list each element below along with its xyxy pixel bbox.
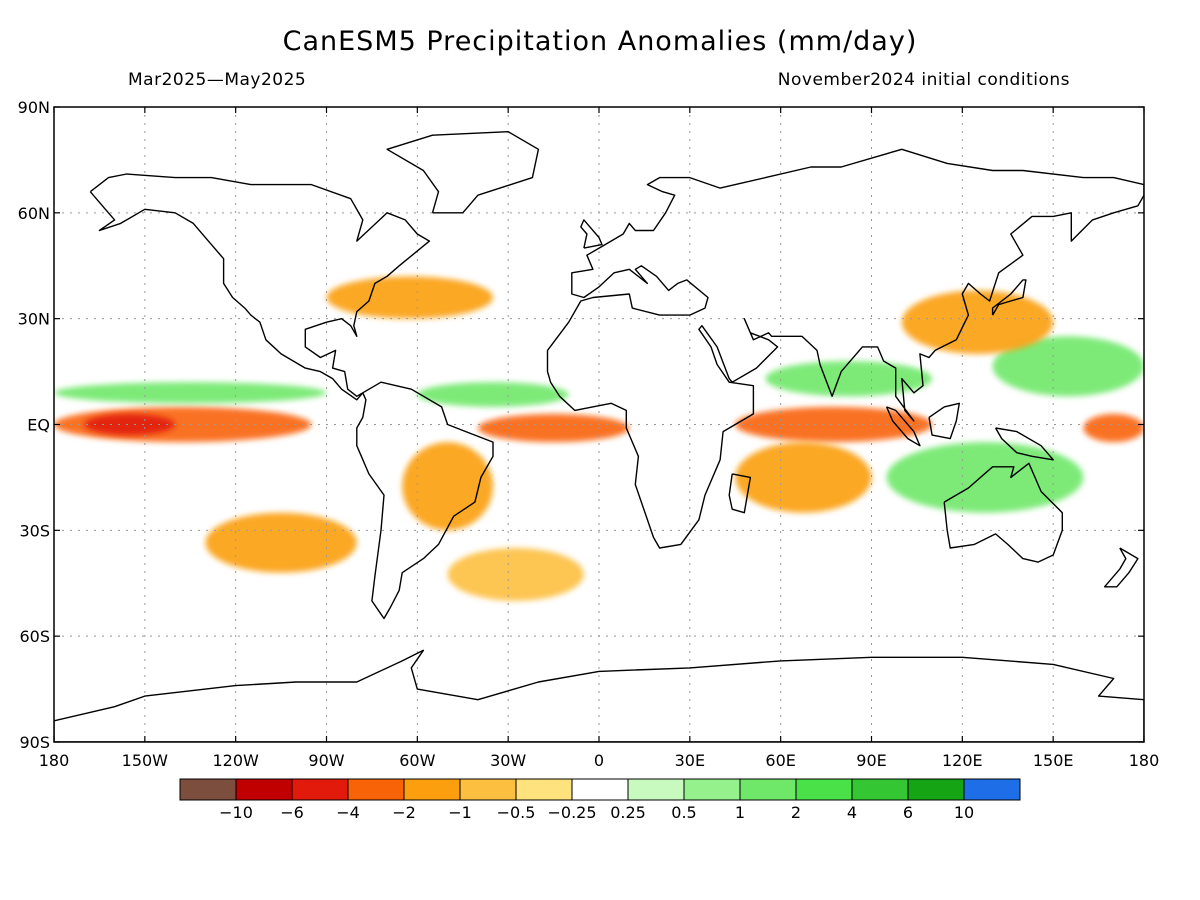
- legend-label: −2: [392, 803, 416, 822]
- map-title: CanESM5 Precipitation Anomalies (mm/day): [282, 26, 918, 57]
- coastline-borneo: [928, 402, 960, 440]
- legend-label: 10: [954, 803, 974, 822]
- legend-swatch: [291, 778, 349, 801]
- gridlines: [54, 107, 1144, 742]
- anomaly-maritime-continent-wet: [886, 442, 1084, 513]
- lat-tick-label: 60S: [19, 627, 50, 646]
- legend-label: 2: [791, 803, 801, 822]
- lon-tick-label: 0: [594, 751, 604, 770]
- lon-tick-label: 120E: [942, 751, 983, 770]
- anomaly-west-pacific-dry: [1083, 413, 1144, 443]
- lon-tick-label: 180: [1129, 751, 1160, 770]
- lat-tick-label: 90N: [18, 98, 50, 117]
- legend-swatch: [403, 778, 461, 801]
- anomaly-east-pacific-itcz-wet: [54, 382, 327, 404]
- coastline-uk: [580, 219, 603, 249]
- legend-swatch: [851, 778, 909, 801]
- anomaly-south-america-dry: [402, 442, 494, 531]
- coastline-antarctica: [54, 649, 1144, 742]
- legend-swatch: [179, 778, 237, 801]
- legend-label: −10: [219, 803, 253, 822]
- legend-label: −1: [448, 803, 472, 822]
- anomaly-atlantic-itcz-wet: [417, 382, 569, 407]
- legend-label: −4: [336, 803, 360, 822]
- legend-label: −0.25: [547, 803, 596, 822]
- lat-tick-label: 90S: [19, 733, 50, 752]
- lon-tick-label: 180: [39, 751, 70, 770]
- lat-tick-label: 30S: [19, 521, 50, 540]
- anomaly-south-pacific-dry: [205, 512, 357, 573]
- legend-label: −6: [280, 803, 304, 822]
- legend-label: 0.5: [671, 803, 696, 822]
- legend-label: 1: [735, 803, 745, 822]
- legend-label: 6: [903, 803, 913, 822]
- anomaly-indian-ocean-dry: [735, 406, 933, 443]
- coastline-new-zealand: [1103, 547, 1139, 588]
- legend-label: −0.5: [497, 803, 536, 822]
- coastline-eurasia-africa: [546, 148, 1144, 549]
- lon-tick-label: 90W: [308, 751, 344, 770]
- lat-tick-label: 60N: [18, 204, 50, 223]
- anomaly-south-atlantic-dry: [447, 547, 584, 601]
- lon-tick-label: 150W: [122, 751, 169, 770]
- anomaly-west-pacific-wet: [992, 336, 1144, 397]
- legend-swatch: [795, 778, 853, 801]
- anomaly-south-indian-dry: [735, 442, 872, 513]
- coastline-north-america: [89, 173, 431, 401]
- anomaly-central-pacific-dry-core: [84, 413, 176, 436]
- lon-tick-label: 30W: [490, 751, 526, 770]
- coastline-sumatra: [885, 406, 921, 447]
- anomaly-nw-pacific-dry: [901, 290, 1054, 354]
- legend-swatch: [907, 778, 965, 801]
- legend-swatch: [515, 778, 573, 801]
- coastline-australia: [943, 462, 1064, 563]
- initial-conditions: November2024 initial conditions: [777, 70, 1070, 90]
- legend-swatch: [571, 778, 629, 801]
- forecast-period: Mar2025—May2025: [128, 70, 307, 90]
- legend-label: 0.25: [610, 803, 646, 822]
- coastlines: [54, 130, 1144, 742]
- legend-swatch: [459, 778, 517, 801]
- coastline-greenland: [386, 130, 540, 214]
- lon-tick-label: 30E: [675, 751, 705, 770]
- legend-swatch: [347, 778, 405, 801]
- legend-swatch: [963, 778, 1021, 801]
- anomaly-us-east-dry: [326, 276, 494, 319]
- lon-tick-label: 60W: [399, 751, 435, 770]
- legend-swatch: [683, 778, 741, 801]
- lon-tick-label: 120W: [212, 751, 259, 770]
- lon-tick-label: 150E: [1033, 751, 1074, 770]
- lat-tick-label: EQ: [27, 416, 50, 435]
- lon-tick-label: 60E: [765, 751, 795, 770]
- legend-label: 4: [847, 803, 857, 822]
- legend-swatch: [739, 778, 797, 801]
- lat-tick-label: 30N: [18, 310, 50, 329]
- coastline-japan: [991, 279, 1027, 316]
- anomaly-field: [54, 276, 1144, 601]
- color-legend: −10 −6 −4 −2 −1 −0.5 −0.25 0.25 0.5 1 2 4 6 10: [179, 778, 1021, 822]
- lon-tick-label: 90E: [856, 751, 886, 770]
- coastline-south-america: [356, 381, 494, 620]
- coastline-madagascar: [728, 473, 752, 514]
- anomaly-arabian-sea-wet: [765, 361, 933, 397]
- legend-swatch: [627, 778, 685, 801]
- legend-swatch: [235, 778, 293, 801]
- coastline-new-guinea: [994, 427, 1054, 461]
- anomaly-atlantic-equatorial-dry: [477, 413, 630, 443]
